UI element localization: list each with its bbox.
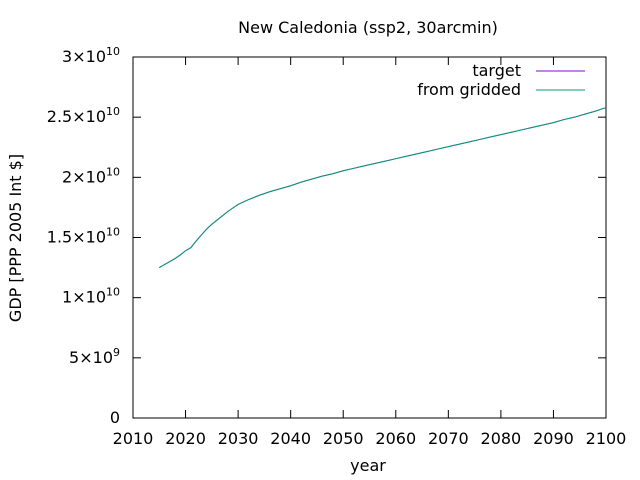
series-layer	[159, 107, 607, 269]
x-tick-label: 2100	[586, 429, 627, 448]
x-axis-label: year	[350, 456, 386, 475]
x-tick-label: 2090	[533, 429, 574, 448]
x-axis: 2010 2020 2030 2040 2050 2060 2070 2080 2090 2100	[113, 57, 627, 448]
legend-label: target	[472, 61, 521, 80]
y-tick-label: 3×1010	[62, 45, 120, 66]
y-tick-label: 1.5×1010	[47, 226, 120, 247]
x-tick-label: 2080	[481, 429, 522, 448]
series-line-target	[159, 107, 607, 269]
plot-area	[132, 56, 607, 419]
series-line-from-gridded	[159, 107, 607, 269]
y-tick-label: 0	[110, 408, 120, 427]
x-tick-label: 2070	[428, 429, 469, 448]
y-tick-label: 5×109	[69, 346, 120, 367]
x-tick-label: 2020	[165, 429, 206, 448]
chart-title: New Caledonia (ssp2, 30arcmin)	[238, 18, 498, 37]
x-tick-label: 2040	[270, 429, 311, 448]
x-tick-label: 2050	[323, 429, 364, 448]
y-tick-label: 2×1010	[62, 165, 120, 186]
plot-border	[132, 56, 607, 419]
y-tick-label: 1×1010	[62, 286, 120, 307]
y-tick-label: 2.5×1010	[47, 105, 120, 126]
y-axis: 0 5×109 1×1010 1.5×1010 2×1010 2.5×1010 3×1010	[47, 45, 606, 427]
x-tick-label: 2030	[218, 429, 259, 448]
x-tick-label: 2010	[113, 429, 154, 448]
x-tick-label: 2060	[375, 429, 416, 448]
legend-label: from gridded	[417, 80, 521, 99]
y-axis-label: GDP [PPP 2005 Int $]	[6, 154, 25, 322]
